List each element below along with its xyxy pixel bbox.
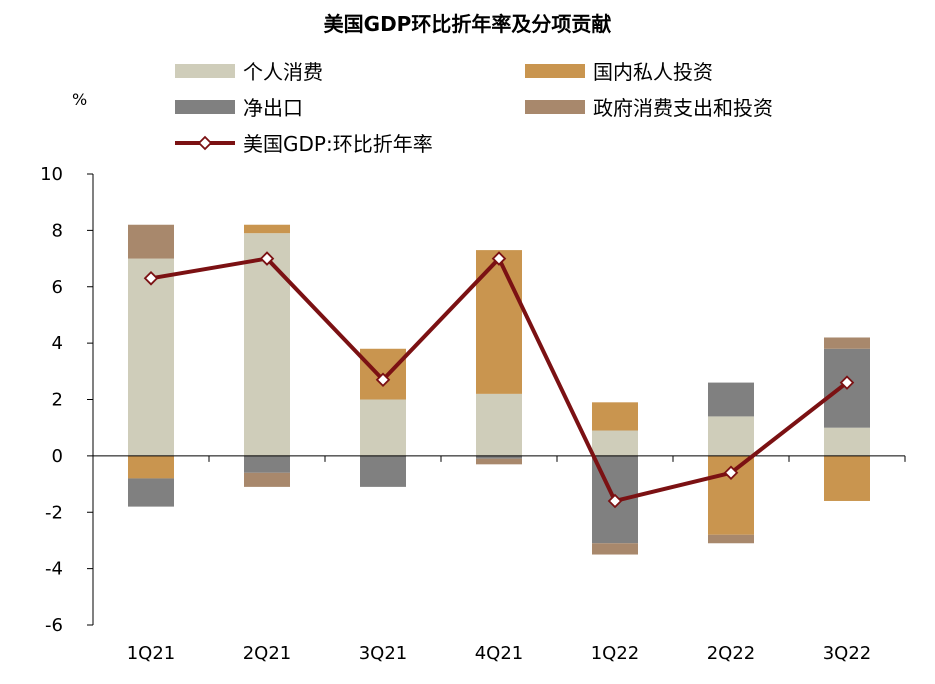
bar-segment-2Q22-series-2 — [708, 382, 754, 417]
bar-segment-2Q21-series-2 — [244, 455, 290, 473]
bar-segment-4Q21-series-2 — [476, 455, 522, 459]
bar-segment-4Q21-series-1 — [476, 250, 522, 394]
y-tick-label: 4 — [52, 333, 63, 354]
bar-segment-2Q21-series-3 — [244, 472, 290, 487]
legend-item-government: 政府消费支出和投资 — [525, 92, 773, 121]
x-tick-label: 2Q21 — [243, 643, 292, 664]
y-tick-label: 8 — [52, 220, 63, 241]
x-tick-label: 1Q21 — [127, 643, 176, 664]
bar-segment-1Q22-series-1 — [592, 402, 638, 431]
bar-segment-1Q21-series-0 — [128, 258, 174, 456]
legend-swatch — [175, 63, 235, 78]
bar-segment-1Q21-series-3 — [128, 224, 174, 259]
gdp-point-1Q21 — [143, 271, 159, 286]
bar-segment-2Q22-series-0 — [708, 416, 754, 456]
gdp-point-4Q21 — [491, 251, 507, 266]
bar-segment-3Q22-series-1 — [824, 455, 870, 501]
gdp-point-2Q22 — [723, 465, 739, 481]
legend-label: 政府消费支出和投资 — [593, 96, 773, 120]
legend-label: 净出口 — [243, 96, 303, 120]
legend-label: 国内私人投资 — [593, 60, 713, 84]
legend-label: 美国GDP:环比折年率 — [243, 132, 433, 156]
x-tick-label: 3Q22 — [823, 643, 872, 664]
x-tick-label: 4Q21 — [475, 643, 524, 664]
legend-line-icon — [175, 135, 235, 150]
legend-swatch — [525, 99, 585, 114]
bar-segment-3Q22-series-3 — [824, 337, 870, 349]
bar-segment-2Q22-series-3 — [708, 534, 754, 544]
legend-item-private-investment: 国内私人投资 — [525, 56, 713, 85]
x-tick-label: 1Q22 — [591, 643, 640, 664]
x-tick-label: 2Q22 — [707, 643, 756, 664]
gdp-point-1Q22 — [607, 493, 623, 509]
legend-item-personal-consumption: 个人消费 — [175, 56, 323, 85]
bar-segment-3Q21-series-2 — [360, 455, 406, 487]
legend-item-gdp-line: 美国GDP:环比折年率 — [175, 128, 433, 157]
bar-segment-2Q21-series-1 — [244, 224, 290, 234]
y-tick-label: -2 — [45, 502, 63, 523]
chart-title: 美国GDP环比折年率及分项贡献 — [323, 12, 612, 36]
y-tick-label: -4 — [45, 559, 63, 580]
y-tick-label: -6 — [45, 615, 63, 636]
bar-segment-4Q21-series-3 — [476, 458, 522, 465]
x-tick-label: 3Q21 — [359, 643, 408, 664]
bar-segment-4Q21-series-0 — [476, 393, 522, 456]
y-tick-label: 6 — [52, 277, 63, 298]
legend: 个人消费 国内私人投资 净出口 政府消费支出和投资 美国GDP:环比折年率 — [0, 0, 935, 160]
y-axis-unit: % — [72, 90, 88, 109]
legend-swatch — [175, 99, 235, 114]
bar-segment-3Q21-series-0 — [360, 399, 406, 456]
bar-segment-1Q22-series-0 — [592, 430, 638, 456]
y-tick-label: 0 — [52, 446, 63, 467]
bar-segment-3Q22-series-0 — [824, 427, 870, 456]
y-tick-label: 2 — [52, 390, 63, 411]
bar-segment-1Q21-series-2 — [128, 478, 174, 507]
y-tick-label: 10 — [40, 164, 63, 185]
legend-label: 个人消费 — [243, 60, 323, 84]
legend-item-net-exports: 净出口 — [175, 92, 303, 121]
bar-segment-1Q21-series-1 — [128, 455, 174, 479]
bar-segment-2Q21-series-0 — [244, 233, 290, 456]
gdp-point-3Q22 — [839, 375, 855, 390]
gdp-point-2Q21 — [259, 251, 275, 266]
gdp-point-3Q21 — [375, 372, 391, 388]
legend-swatch — [525, 63, 585, 78]
bar-segment-1Q22-series-3 — [592, 543, 638, 555]
